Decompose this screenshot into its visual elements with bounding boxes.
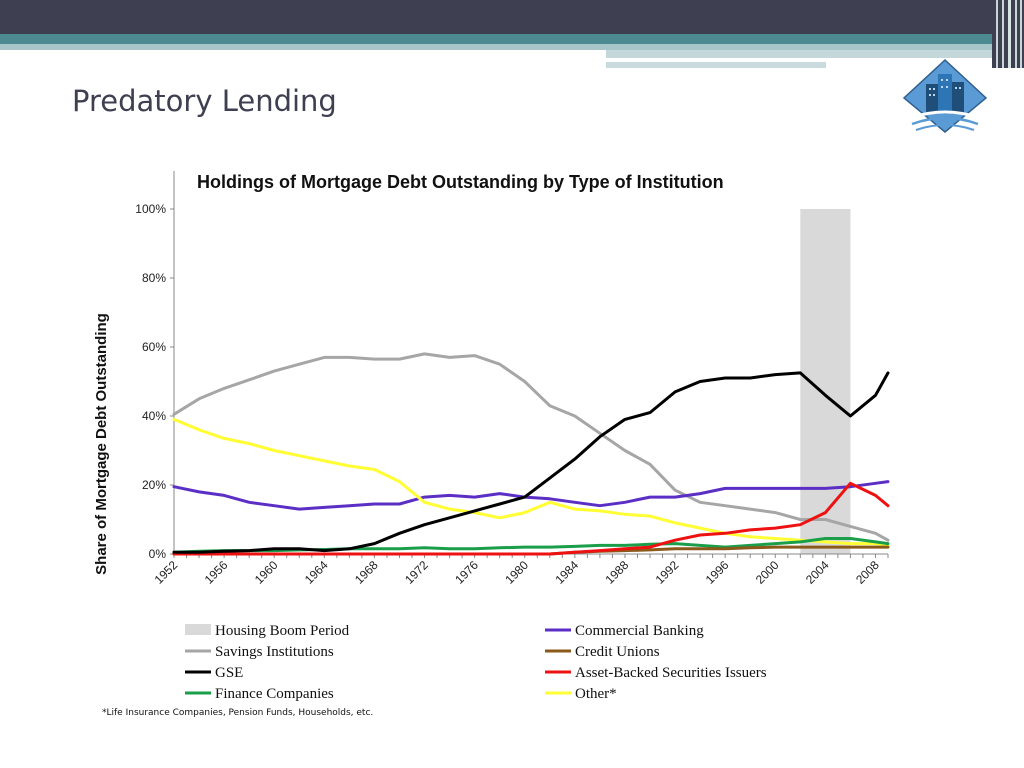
y-tick-label: 80% bbox=[142, 271, 166, 285]
y-tick-label: 40% bbox=[142, 409, 166, 423]
legend-label-asset-backed-securities-issuers: Asset-Backed Securities Issuers bbox=[575, 665, 767, 681]
series-line-commercial-banking bbox=[172, 480, 890, 511]
x-tick-label: 1956 bbox=[202, 558, 231, 587]
legend-label-savings-institutions: Savings Institutions bbox=[215, 644, 334, 660]
x-tick-label: 1980 bbox=[502, 558, 531, 587]
legend-label-other: Other* bbox=[575, 686, 617, 702]
mortgage-debt-chart: Holdings of Mortgage Debt Outstanding by… bbox=[93, 171, 890, 718]
chart-footnote: *Life Insurance Companies, Pension Funds… bbox=[102, 708, 373, 718]
x-tick-label: 1960 bbox=[252, 558, 281, 587]
legend-label-credit-unions: Credit Unions bbox=[575, 644, 660, 660]
x-tick-label: 1972 bbox=[402, 558, 431, 587]
buildings-logo-icon bbox=[902, 58, 988, 133]
header-accent-bar-short bbox=[606, 62, 826, 68]
page-title: Predatory Lending bbox=[72, 84, 337, 118]
legend-label-commercial-banking: Commercial Banking bbox=[575, 623, 704, 639]
series-line-other bbox=[172, 417, 890, 547]
chart-title: Holdings of Mortgage Debt Outstanding by… bbox=[197, 172, 724, 192]
x-tick-label: 2000 bbox=[753, 558, 782, 587]
series-line-gse bbox=[172, 371, 890, 554]
x-tick-label: 2008 bbox=[853, 558, 882, 587]
legend-label-housing-boom-period: Housing Boom Period bbox=[215, 623, 350, 639]
y-tick-label: 60% bbox=[142, 340, 166, 354]
x-tick-label: 1964 bbox=[302, 558, 331, 587]
header-accent-stripe-light bbox=[0, 44, 1024, 50]
header-accent-stripe bbox=[0, 34, 1024, 44]
y-tick-label: 100% bbox=[135, 202, 166, 216]
x-tick-label: 1992 bbox=[653, 558, 682, 587]
header-band bbox=[0, 0, 1024, 34]
y-tick-label: 20% bbox=[142, 478, 166, 492]
header-accent-bar bbox=[606, 50, 1024, 58]
header-vertical-stripes bbox=[992, 0, 1024, 68]
legend-swatch-housing-boom-period bbox=[185, 624, 211, 635]
y-tick-label: 0% bbox=[149, 547, 167, 561]
x-tick-label: 2004 bbox=[803, 558, 832, 587]
x-tick-label: 1988 bbox=[603, 558, 632, 587]
series-line-savings-institutions bbox=[172, 352, 890, 542]
x-tick-label: 1968 bbox=[352, 558, 381, 587]
y-axis-label: Share of Mortgage Debt Outstanding bbox=[93, 313, 110, 575]
legend-label-finance-companies: Finance Companies bbox=[215, 686, 334, 702]
legend-label-gse: GSE bbox=[215, 665, 243, 681]
series-line-asset-backed-securities-issuers bbox=[172, 481, 890, 556]
x-tick-label: 1984 bbox=[552, 558, 581, 587]
x-tick-label: 1952 bbox=[152, 558, 181, 587]
x-tick-label: 1996 bbox=[703, 558, 732, 587]
x-tick-label: 1976 bbox=[452, 558, 481, 587]
